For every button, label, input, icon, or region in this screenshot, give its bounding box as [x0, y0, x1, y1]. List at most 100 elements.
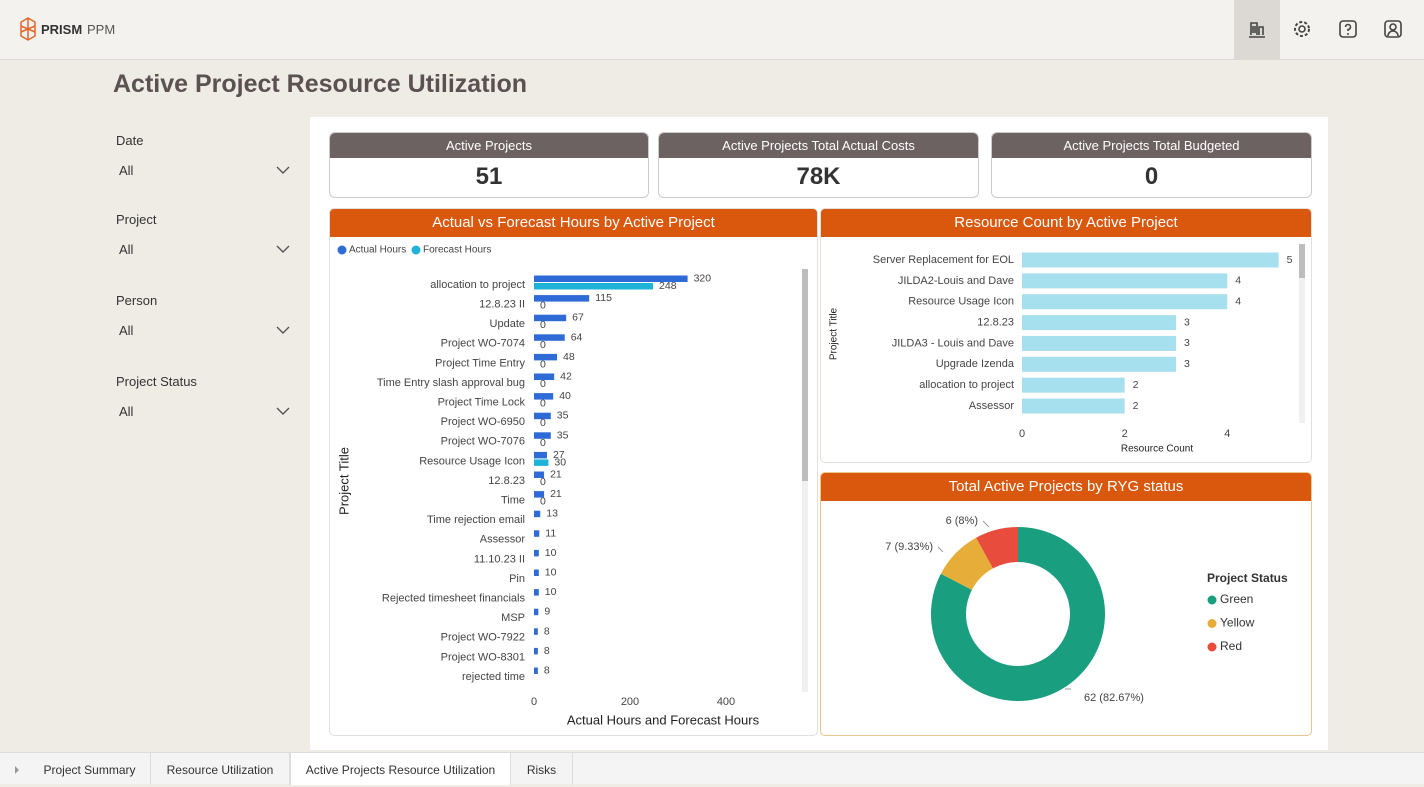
help-button[interactable]	[1338, 19, 1358, 39]
kpi-value: 0	[1144, 163, 1159, 190]
data-label: 67	[572, 312, 584, 324]
y-tick-label: Resource Usage Icon	[419, 455, 525, 467]
data-label: 0	[540, 339, 546, 351]
filter-value: All	[119, 323, 134, 338]
data-label: 7 (9.33%)	[885, 541, 933, 553]
data-label: 62 (82.67%)	[1084, 692, 1144, 704]
data-label: 27	[553, 449, 565, 461]
filter-label: Date	[116, 133, 144, 148]
kpi-value: 51	[475, 163, 503, 190]
y-tick-label: 11.10.23 II	[474, 553, 525, 565]
reports-button[interactable]	[1234, 0, 1280, 60]
chart: allocation to project 12.8.23 II Update Pro…	[336, 245, 808, 727]
data-label: 320	[694, 273, 712, 285]
bar	[1022, 252, 1279, 268]
chevron	[276, 166, 290, 174]
settings-button[interactable]	[1292, 19, 1312, 39]
logo-icon	[20, 17, 36, 41]
data-label: 21	[550, 469, 562, 481]
legend-label: Red	[1220, 639, 1242, 653]
filter-value: All	[119, 163, 134, 178]
donut-slice	[976, 527, 1018, 569]
chart-title: Total Active Projects by RYG status	[821, 473, 1311, 501]
brand: PRISM	[41, 22, 83, 37]
bar	[534, 667, 538, 674]
product: PPM	[87, 22, 116, 37]
y-tick-label: JILDA2-Louis and Dave	[898, 275, 1014, 287]
filter-dropdown[interactable]: All	[116, 240, 292, 260]
filter-dropdown[interactable]: All	[116, 161, 292, 181]
y-tick-label: Project WO-7922	[441, 632, 525, 644]
bar	[534, 459, 549, 466]
filter-label: Project Status	[116, 374, 197, 389]
y-tick-label: Time Entry slash approval bug	[377, 377, 525, 389]
data-label: 2	[1133, 379, 1139, 391]
legend-title: Project Status	[1207, 571, 1288, 585]
data-label: 11	[545, 527, 556, 539]
filter-dropdown[interactable]: All	[116, 321, 292, 341]
y-tick-label: 12.8.23 II	[479, 299, 525, 311]
kpi-label: Active Projects Total Actual Costs	[659, 133, 978, 158]
tab[interactable]: Project Summary	[29, 753, 151, 785]
profile-button[interactable]	[1383, 19, 1403, 39]
tab[interactable]: Active Projects Resource Utilization	[290, 753, 511, 785]
legend-marker	[1207, 642, 1217, 652]
scrollbar-track[interactable]	[1299, 244, 1305, 423]
data-label: 48	[563, 351, 575, 363]
y-tick-label: Rejected timesheet financials	[382, 593, 526, 605]
data-label: 13	[546, 508, 558, 520]
y-axis-title: Project Title	[829, 307, 840, 360]
tab-scroll[interactable]	[13, 765, 21, 775]
tab[interactable]: Risks	[511, 753, 573, 785]
data-label: 115	[595, 292, 612, 304]
data-label: 30	[554, 456, 566, 468]
y-tick-label: Update	[490, 318, 525, 330]
tab[interactable]: Resource Utilization	[151, 753, 290, 785]
bar	[1022, 315, 1176, 331]
data-label: 0	[540, 437, 546, 449]
data-label: 10	[545, 586, 557, 598]
bar	[534, 275, 688, 282]
y-tick-label: Assessor	[969, 400, 1015, 412]
y-tick-label: rejected time	[462, 671, 525, 683]
data-label: 64	[571, 331, 583, 343]
y-tick-label: Assessor	[480, 534, 526, 546]
y-tick-label: Project Time Entry	[435, 357, 525, 369]
data-label: 8	[544, 625, 550, 637]
chart-card: Total Active Projects by RYG status 62 (…	[820, 472, 1312, 736]
chevron-path	[276, 166, 290, 174]
kpi-value: 78K	[796, 163, 841, 190]
x-tick-label: 2	[1122, 428, 1128, 440]
filter-label: Person	[116, 293, 158, 308]
legend-marker	[337, 245, 347, 255]
kpi-card: Active Projects Total Budgeted 0	[991, 132, 1312, 198]
filter-dropdown[interactable]: All	[116, 402, 292, 422]
scrollbar-thumb[interactable]	[802, 269, 808, 481]
bar	[534, 608, 539, 616]
y-tick-label: Project WO-7074	[441, 338, 525, 350]
tab-bar: Project Summary Resource Utilization Activ…	[0, 752, 1424, 785]
y-tick-label: Pin	[509, 573, 525, 585]
x-axis-title: Resource Count	[1121, 444, 1193, 455]
y-tick-label: Server Replacement for EOL	[873, 254, 1014, 266]
x-tick-label: 0	[1019, 428, 1025, 440]
page-title: Active Project Resource Utilization	[113, 70, 528, 98]
bar	[1022, 377, 1125, 393]
bar	[534, 569, 539, 576]
y-tick-label: Upgrade Izenda	[936, 358, 1015, 370]
data-label: 0	[540, 417, 546, 429]
donut-slice	[931, 527, 1105, 701]
chart: Server Replacement for EOL JILDA2-Louis a…	[829, 244, 1305, 455]
y-tick-label: Time rejection email	[427, 514, 525, 526]
bar	[534, 491, 545, 498]
data-label: 0	[540, 319, 546, 331]
scrollbar-thumb[interactable]	[1299, 244, 1305, 278]
chart-card: Actual vs Forecast Hours by Active Proje…	[329, 208, 818, 736]
legend-marker	[1207, 595, 1217, 605]
bar	[534, 549, 539, 557]
x-tick-label: 400	[717, 696, 735, 708]
data-label: 10	[545, 547, 557, 559]
data-label: 0	[540, 300, 546, 312]
chart-card: Resource Count by Active Project Server …	[820, 208, 1312, 463]
